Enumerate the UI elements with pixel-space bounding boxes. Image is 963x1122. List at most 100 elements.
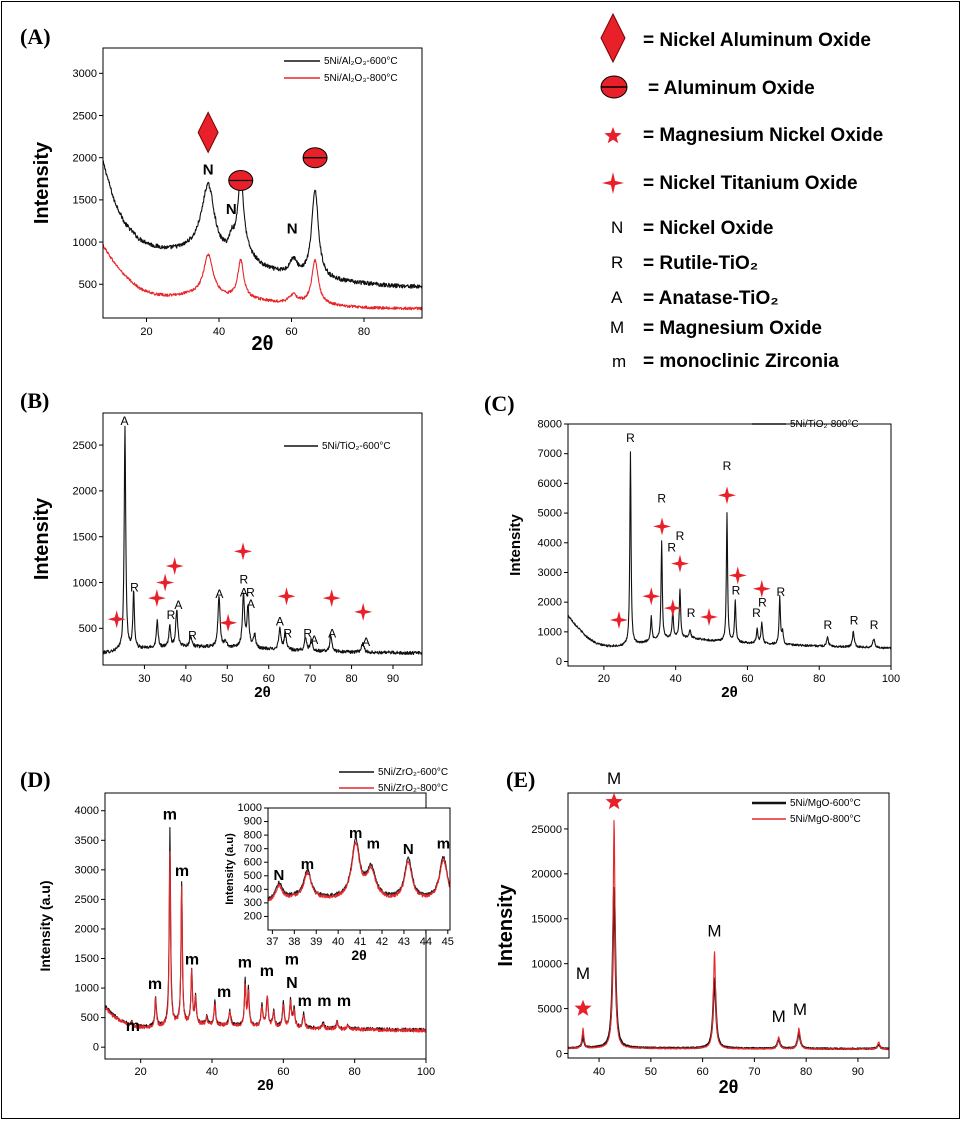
y-tick-label: 400 bbox=[244, 883, 262, 895]
peak-label-R: R bbox=[667, 541, 676, 555]
key-text-nickel-oxide: = Nickel Oxide bbox=[643, 218, 773, 239]
x-axis-label: 2θ bbox=[719, 1077, 739, 1097]
y-tick-label: 1500 bbox=[75, 953, 99, 965]
peak-label-m: m bbox=[148, 976, 162, 993]
peak-label-m: m bbox=[185, 951, 199, 968]
key-symbol-n: N bbox=[611, 218, 623, 237]
y-tick-label: 1000 bbox=[538, 626, 562, 638]
x-tick-label: 80 bbox=[349, 1066, 361, 1078]
peak-label-m: m bbox=[175, 863, 189, 880]
legend-text-d-600: 5Ni/ZrO₂-600°C bbox=[378, 767, 448, 778]
x-tick-label: 80 bbox=[358, 326, 370, 338]
key-diamond-icon bbox=[600, 12, 626, 64]
y-tick-label: 500 bbox=[79, 279, 97, 291]
key-text-magnesium-nickel-oxide: = Magnesium Nickel Oxide bbox=[643, 125, 883, 146]
y-axis-label: Intensity bbox=[31, 141, 53, 224]
y-tick-label: 900 bbox=[244, 816, 262, 828]
y-tick-label: 700 bbox=[244, 843, 262, 855]
peak-label-R: R bbox=[657, 492, 666, 506]
key-symbol-a: A bbox=[611, 288, 623, 307]
key-symbol-m-upper: M bbox=[610, 318, 624, 337]
key-text-aluminum-oxide: = Aluminum Oxide bbox=[648, 78, 815, 99]
x-tick-label: 50 bbox=[645, 1066, 657, 1078]
star4-marker-icon bbox=[718, 486, 736, 505]
star4-marker-icon bbox=[277, 587, 296, 606]
panel-c: (C) 20 40 60 80 1000100020003000400050006000… bbox=[484, 391, 900, 701]
peak-label-R: R bbox=[870, 618, 879, 632]
y-tick-label: 200 bbox=[244, 911, 262, 923]
panel-a-plot: 20 40 60 80 500 1000 1500 2000 2500 3000 2θ Intensi… bbox=[31, 47, 423, 355]
peak-label-M: M bbox=[793, 1000, 807, 1019]
key-star4-icon bbox=[602, 172, 624, 194]
plot-frame bbox=[102, 47, 423, 319]
y-tick-label: 25000 bbox=[531, 824, 562, 836]
x-axis-label: 2θ bbox=[351, 947, 366, 963]
y-axis-label: Intensity bbox=[31, 497, 53, 580]
y-axis-label: Intensity (a.u) bbox=[37, 880, 53, 971]
star4-marker-icon bbox=[234, 542, 252, 561]
x-tick-label: 50 bbox=[221, 673, 233, 685]
star5-marker-icon bbox=[605, 793, 623, 810]
key-text-nickel-titanium-oxide: = Nickel Titanium Oxide bbox=[643, 173, 858, 194]
peak-label-m: m bbox=[367, 836, 380, 853]
legend-text-a-800: 5Ni/Al₂O₃-800°C bbox=[324, 73, 398, 84]
series-line-inset-1 bbox=[267, 841, 451, 902]
panel-b-legend: 5Ni/TiO₂-600°C bbox=[284, 441, 391, 452]
peak-label-m: m bbox=[317, 993, 331, 1010]
panel-b-label: (B) bbox=[20, 388, 49, 413]
panel-b: (B) 30 40 50 60 70 80 90 500 1000 1500 2000 2500 2θ I… bbox=[20, 388, 423, 701]
y-tick-label: 1000 bbox=[73, 577, 97, 589]
legend-text-e-800: 5Ni/MgO-800°C bbox=[790, 814, 861, 825]
y-tick-label: 2500 bbox=[75, 894, 99, 906]
panel-e-legend: 5Ni/MgO-600°C 5Ni/MgO-800°C bbox=[752, 798, 861, 825]
y-tick-label: 20000 bbox=[531, 869, 562, 881]
x-tick-label: 37 bbox=[266, 936, 278, 948]
x-axis-label: 2θ bbox=[252, 333, 274, 355]
peak-label-A: A bbox=[328, 627, 336, 641]
y-tick-label: 1500 bbox=[73, 532, 97, 544]
x-tick-label: 41 bbox=[354, 936, 366, 948]
y-axis-label: Intensity bbox=[495, 884, 517, 967]
peak-label-m: m bbox=[337, 993, 351, 1010]
x-tick-label: 40 bbox=[670, 673, 682, 685]
x-tick-label: 60 bbox=[277, 1066, 289, 1078]
key-symbol-m-lower: m bbox=[612, 352, 626, 371]
panel-d: (D) 20 40 60 80 1000500100015002000250030003… bbox=[20, 767, 454, 1094]
y-tick-label: 1000 bbox=[238, 802, 262, 814]
peak-label-m: m bbox=[260, 963, 274, 980]
y-tick-label: 8000 bbox=[538, 419, 562, 431]
peak-label-R: R bbox=[167, 608, 176, 622]
peak-label-R: R bbox=[723, 459, 732, 473]
y-tick-label: 2500 bbox=[73, 110, 97, 122]
star4-marker-icon bbox=[610, 611, 628, 629]
y-tick-label: 10000 bbox=[531, 959, 562, 971]
x-tick-label: 40 bbox=[332, 936, 344, 948]
x-axis-label: 2θ bbox=[721, 684, 737, 701]
key-text-nickel-aluminum-oxide: = Nickel Aluminum Oxide bbox=[643, 30, 871, 51]
y-tick-label: 7000 bbox=[538, 448, 562, 460]
series-line-5Ni/TiO₂-600°C bbox=[102, 425, 423, 656]
x-tick-label: 40 bbox=[180, 673, 192, 685]
y-tick-label: 4000 bbox=[538, 537, 562, 549]
panel-c-plot: 20 40 60 80 10001000200030004000500060007000… bbox=[507, 419, 900, 702]
peak-label-A: A bbox=[310, 633, 318, 647]
peak-label-A: A bbox=[247, 597, 255, 611]
y-tick-label: 6000 bbox=[538, 478, 562, 490]
star4-marker-icon bbox=[147, 589, 166, 608]
peak-label-A: A bbox=[174, 598, 182, 612]
peak-label-m: m bbox=[163, 807, 177, 824]
y-tick-label: 500 bbox=[79, 623, 97, 635]
peak-label-R: R bbox=[188, 628, 197, 642]
x-tick-label: 90 bbox=[387, 673, 399, 685]
peak-label-N: N bbox=[226, 201, 237, 218]
x-tick-label: 42 bbox=[376, 936, 388, 948]
panel-a-legend: 5Ni/Al₂O₃-600°C 5Ni/Al₂O₃-800°C bbox=[284, 56, 398, 84]
key-star5-icon bbox=[604, 127, 622, 144]
series-line-5Ni/Al₂O₃-600°C bbox=[102, 160, 423, 289]
star4-marker-icon bbox=[752, 579, 771, 598]
peak-label-R: R bbox=[776, 585, 785, 599]
x-tick-label: 80 bbox=[813, 673, 825, 685]
panel-e-plot: 40 50 60 70 80 90 0 5000 10000 15000 20000 25000 2θ I… bbox=[495, 769, 890, 1097]
peak-label-R: R bbox=[850, 613, 859, 627]
